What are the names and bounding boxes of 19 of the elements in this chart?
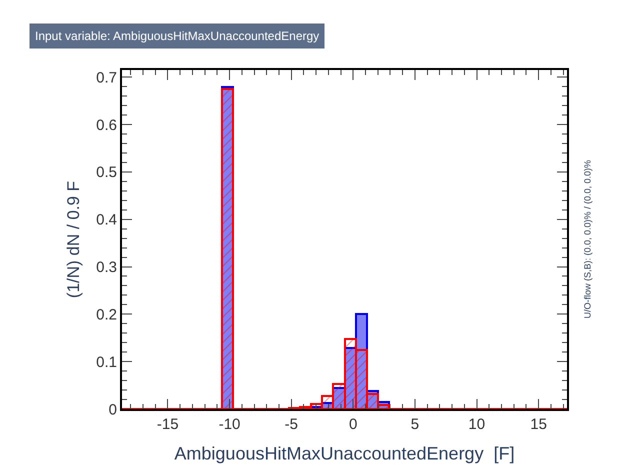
x-axis-title: AmbiguousHitMaxUnaccountedEnergy [F] — [174, 444, 515, 464]
y-tick-label: 0.1 — [96, 354, 117, 371]
x-tick-label: -5 — [284, 416, 298, 433]
y-tick-label: 0.3 — [96, 259, 117, 276]
text: U/O-flow (S,B): (0.0, 0.0)% / (0.0, 0.0)% — [582, 160, 593, 319]
y-tick-label: 0 — [108, 401, 117, 418]
x-tick-label: 0 — [348, 416, 358, 433]
y-axis-title: (1/N) dN / 0.9 F — [64, 180, 84, 298]
y-tick-label: 0.4 — [96, 212, 117, 229]
x-tick-label: 5 — [410, 416, 420, 433]
x-tick-label: -10 — [218, 416, 240, 433]
x-tick-label: -15 — [156, 416, 179, 433]
chart-title: Input variable: AmbiguousHitMaxUnaccountedEnergy — [35, 29, 320, 43]
y-tick-label: 0.5 — [96, 164, 117, 182]
y-tick-label: 0.7 — [96, 69, 117, 86]
y-tick-label: 0.2 — [96, 306, 117, 324]
y-tick-label: 0.6 — [96, 116, 117, 134]
x-tick-label: 10 — [468, 416, 486, 433]
x-tick-label: 15 — [530, 416, 547, 433]
